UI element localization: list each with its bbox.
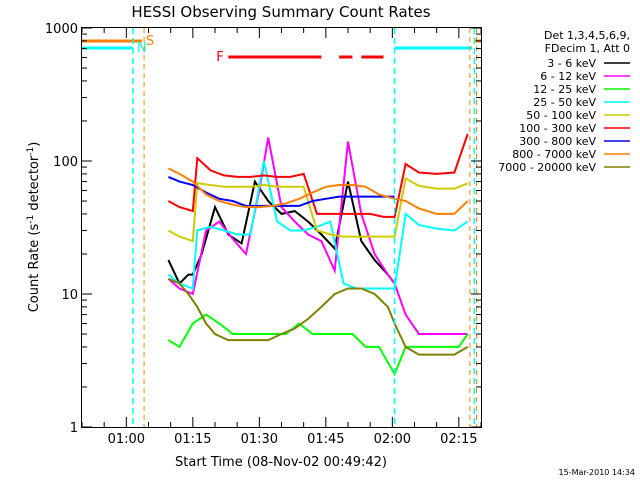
series-line [167,167,469,215]
y-tick-label: 10 [61,288,78,303]
legend-label: 800 - 7000 keV [512,148,596,161]
plot-frame [81,27,482,428]
legend-label: 300 - 800 keV [519,135,596,148]
x-tick-label: 02:15 [440,432,477,447]
series-line [168,277,469,356]
x-tick-label: 01:30 [241,432,278,447]
legend-label: 25 - 50 keV [533,96,596,109]
legend-label: 12 - 25 keV [533,83,596,96]
series-line [167,160,469,290]
footer-timestamp: 15-Mar-2010 14:34 [559,468,636,477]
legend-label: 6 - 12 keV [540,70,596,83]
legend: Det 1,3,4,5,6,9, FDecim 1, Att 0 3 - 6 k… [498,29,630,174]
x-tick-label: 02:00 [374,432,411,447]
legend-label: 50 - 100 keV [526,109,596,122]
series-line [167,137,468,335]
series-lines [167,133,469,377]
flag-label-n: N [137,41,147,56]
series-line [167,313,469,377]
legend-label: 7000 - 20000 keV [498,161,596,174]
y-tick-label: 100 [53,155,78,170]
boundary-lines [132,28,478,427]
legend-label: 100 - 300 keV [519,122,596,135]
x-axis-label: Start Time (08-Nov-02 00:49:42) [175,455,387,470]
x-tick-label: 01:00 [108,432,145,447]
legend-header-1: Det 1,3,4,5,6,9, [544,29,630,42]
legend-header-2: FDecim 1, Att 0 [545,42,630,55]
axis-ticks: 01:00 01:15 01:30 01:45 02:00 02:15 1 10 100 1000 [45,22,482,447]
series-line [167,133,469,218]
y-axis-label: Count Rate (s-1 detector-1) [26,142,42,313]
legend-label: 3 - 6 keV [547,57,596,70]
chart-title: HESSI Observing Summary Count Rates [131,3,430,21]
flag-bars: SN F [82,34,481,65]
flag-label-f: F [216,50,223,65]
y-tick-label: 1 [70,421,78,436]
flag-label-s: S [146,34,154,49]
y-tick-label: 1000 [45,22,78,37]
series-line [167,176,469,243]
x-tick-label: 01:45 [307,432,344,447]
x-tick-label: 01:15 [174,432,211,447]
